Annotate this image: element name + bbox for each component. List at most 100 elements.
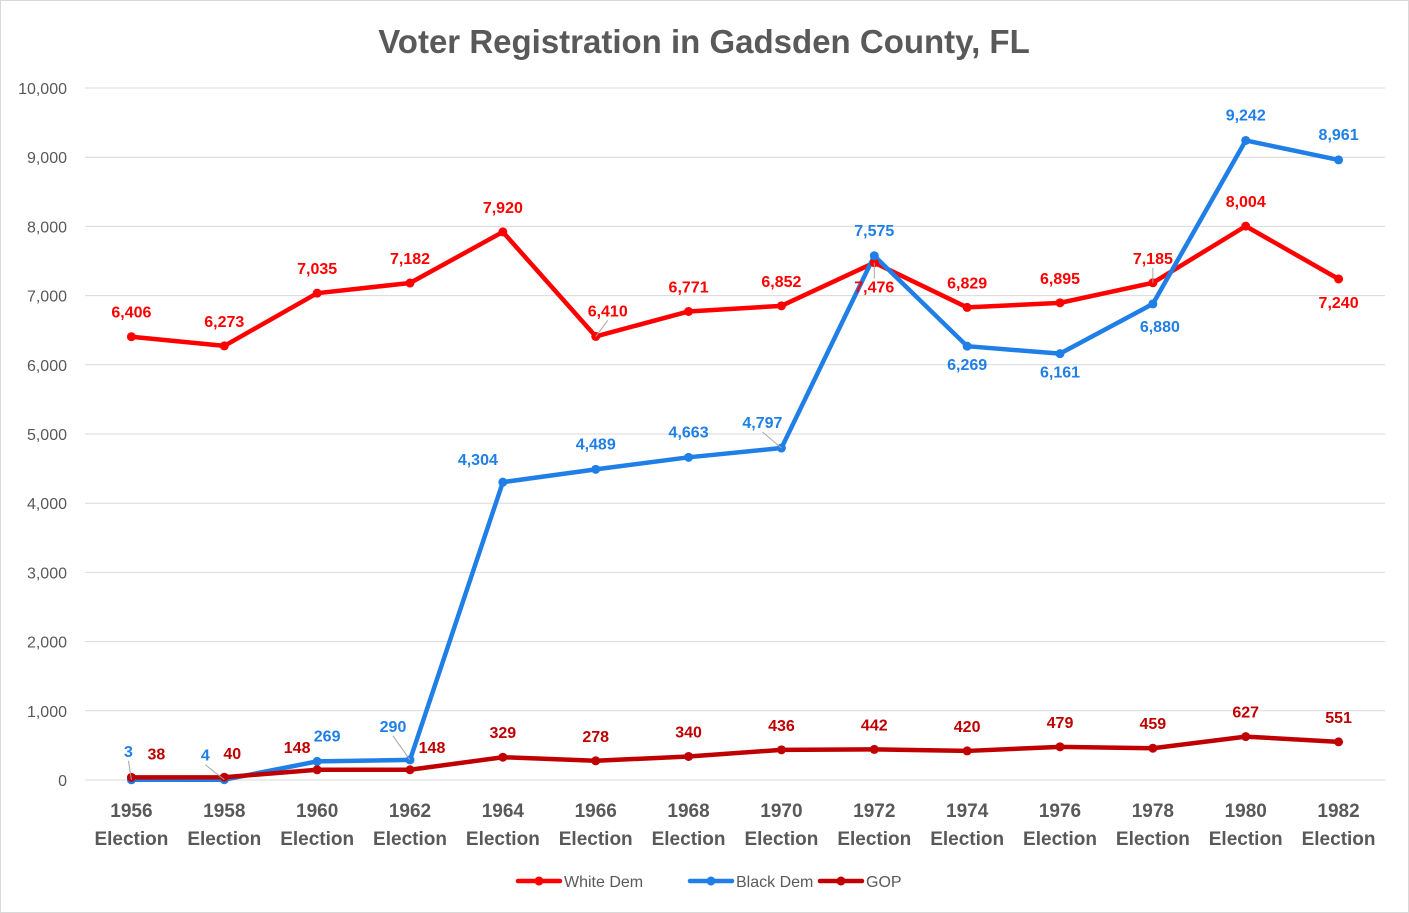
data-point (1055, 742, 1065, 752)
y-tick-label: 7,000 (27, 289, 67, 306)
data-point (1334, 155, 1344, 165)
data-label: 6,880 (1140, 319, 1180, 336)
x-tick-label: 1982 (1317, 801, 1359, 822)
legend-label: White Dem (564, 874, 643, 891)
data-label: 8,961 (1319, 127, 1359, 144)
series-line-black-dem (129, 138, 1341, 783)
data-label: 329 (490, 725, 517, 742)
data-label: 6,273 (204, 314, 244, 331)
data-point (962, 341, 972, 351)
x-tick-label: Election (744, 829, 818, 850)
x-tick-label: Election (373, 829, 447, 850)
series-line-gop (129, 734, 1341, 780)
data-point (1241, 732, 1251, 742)
data-point (1334, 737, 1344, 747)
chart-title: Voter Registration in Gadsden County, FL (378, 23, 1029, 60)
data-label: 148 (284, 740, 311, 757)
data-point (405, 278, 415, 288)
gridlines (85, 87, 1385, 781)
data-point (1055, 298, 1065, 308)
data-label: 7,182 (390, 251, 430, 268)
legend-label: GOP (866, 874, 902, 891)
x-axis: 1956 Election 1958 Election 1960 Election 1962… (94, 801, 1375, 850)
leader-line (392, 735, 411, 761)
data-label: 340 (675, 724, 702, 741)
data-point (962, 302, 972, 312)
data-label: 6,829 (947, 275, 987, 292)
y-tick-label: 0 (58, 773, 67, 790)
data-label: 420 (954, 719, 981, 736)
y-tick-label: 3,000 (27, 565, 67, 582)
data-point (1055, 349, 1065, 359)
data-point (684, 452, 694, 462)
data-label: 4,489 (576, 436, 616, 453)
x-tick-label: Election (1023, 829, 1097, 850)
data-label: 4,304 (458, 452, 498, 469)
data-label: 6,771 (669, 279, 709, 296)
x-tick-label: Election (559, 829, 633, 850)
leader-line (204, 764, 225, 781)
x-tick-label: 1962 (389, 801, 431, 822)
label-leader-lines (127, 262, 1154, 781)
y-tick-label: 9,000 (27, 150, 67, 167)
x-tick-label: 1980 (1225, 801, 1267, 822)
x-tick-label: 1964 (482, 801, 525, 822)
x-tick-label: Election (1116, 829, 1190, 850)
data-label: 7,575 (854, 223, 894, 240)
data-label: 551 (1325, 710, 1352, 727)
data-label: 6,852 (761, 274, 801, 291)
data-point (684, 306, 694, 316)
data-label: 3 (124, 744, 133, 761)
data-point (591, 756, 601, 766)
leader-line (595, 320, 609, 337)
x-tick-label: Election (837, 829, 911, 850)
x-tick-label: 1968 (667, 801, 709, 822)
x-tick-label: Election (466, 829, 540, 850)
data-point (869, 251, 879, 261)
data-point (498, 477, 508, 487)
y-tick-label: 6,000 (27, 358, 67, 375)
x-tick-label: 1974 (946, 801, 989, 822)
legend-marker (836, 876, 846, 886)
data-label: 38 (148, 746, 166, 763)
x-tick-label: Election (94, 829, 168, 850)
y-tick-label: 4,000 (27, 496, 67, 513)
data-point (498, 752, 508, 762)
data-point (869, 744, 879, 754)
data-label: 459 (1140, 716, 1167, 733)
leader-line (127, 760, 132, 780)
x-tick-label: Election (652, 829, 726, 850)
data-point (591, 464, 601, 474)
data-label: 6,269 (947, 357, 987, 374)
y-tick-label: 2,000 (27, 635, 67, 652)
y-tick-label: 5,000 (27, 427, 67, 444)
x-tick-label: 1978 (1132, 801, 1174, 822)
data-label: 7,920 (483, 200, 523, 217)
data-point (776, 301, 786, 311)
data-point (1241, 135, 1251, 145)
data-label: 148 (419, 740, 446, 757)
x-tick-label: Election (1209, 829, 1283, 850)
data-point (219, 341, 229, 351)
x-tick-label: Election (930, 829, 1004, 850)
x-tick-label: Election (280, 829, 354, 850)
data-label: 6,895 (1040, 271, 1080, 288)
legend-marker (706, 876, 716, 886)
data-point (776, 745, 786, 755)
data-label: 8,004 (1226, 194, 1266, 211)
data-label: 6,406 (111, 305, 151, 322)
data-point (219, 772, 229, 782)
data-point (498, 227, 508, 237)
data-point (1148, 743, 1158, 753)
x-tick-label: 1960 (296, 801, 338, 822)
leader-line (762, 431, 782, 449)
data-point (312, 756, 322, 766)
data-label: 436 (768, 718, 795, 735)
data-point (312, 765, 322, 775)
legend: White Dem Black Dem GOP (515, 874, 902, 891)
data-point (962, 746, 972, 756)
y-tick-label: 1,000 (27, 704, 67, 721)
data-point (126, 332, 136, 342)
data-point (1334, 274, 1344, 284)
